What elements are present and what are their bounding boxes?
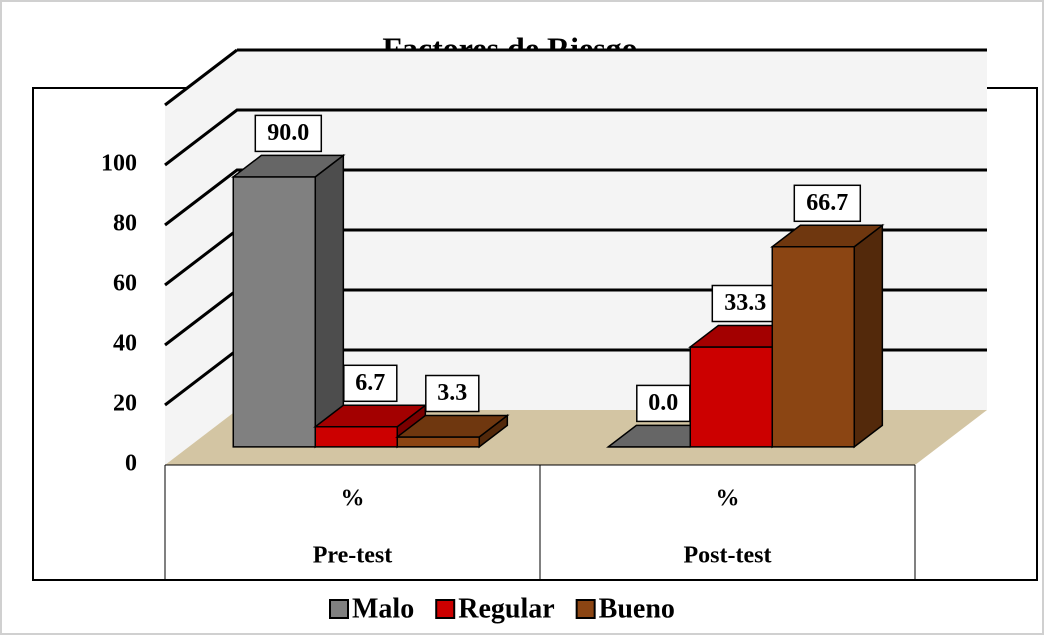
value-label-box	[711, 284, 780, 323]
bar-side	[314, 153, 345, 449]
legend-label: Malo	[352, 593, 414, 624]
bar-front	[689, 346, 774, 448]
grid-line	[164, 108, 987, 167]
legend-swatch	[329, 599, 349, 619]
bar	[770, 223, 885, 449]
value-label-box	[793, 184, 862, 223]
value-label-box	[425, 374, 480, 413]
value-label: 3.3	[437, 380, 467, 406]
y-tick-label: 60	[113, 271, 137, 297]
x-subcategory-label: %	[716, 486, 740, 512]
y-tick-label: 40	[113, 331, 137, 357]
bar-front	[396, 436, 481, 448]
grid-line	[164, 168, 987, 227]
value-label: 90.0	[267, 120, 309, 146]
bar-top	[395, 414, 510, 438]
legend-swatch	[575, 599, 596, 619]
legend-swatch	[435, 599, 456, 619]
bar-top	[770, 224, 885, 248]
x-tick-label: Pre-test	[313, 543, 393, 569]
value-label: 0.0	[648, 390, 678, 416]
wall-edge	[164, 48, 238, 107]
bar-top	[231, 154, 346, 178]
value-label: 33.3	[724, 290, 766, 316]
y-tick-label: 80	[113, 211, 137, 237]
value-label-box	[254, 114, 323, 153]
legend-label: Regular	[458, 593, 554, 624]
y-tick-label: 20	[113, 391, 137, 417]
x-subcategory-label: %	[341, 486, 365, 512]
x-tick-label: Post-test	[684, 543, 772, 569]
bar	[395, 413, 510, 449]
y-tick-label: 100	[101, 151, 137, 177]
value-label-box	[343, 364, 398, 403]
bar-side	[853, 223, 884, 449]
y-tick-label: 0	[125, 451, 137, 477]
bar-front	[314, 426, 399, 448]
legend-label: Bueno	[599, 593, 675, 624]
bar-front	[232, 176, 317, 448]
bar	[231, 153, 346, 449]
bar-front	[771, 246, 856, 448]
value-label: 6.7	[355, 370, 385, 396]
value-label-box	[636, 384, 691, 423]
value-label: 66.7	[806, 190, 848, 216]
